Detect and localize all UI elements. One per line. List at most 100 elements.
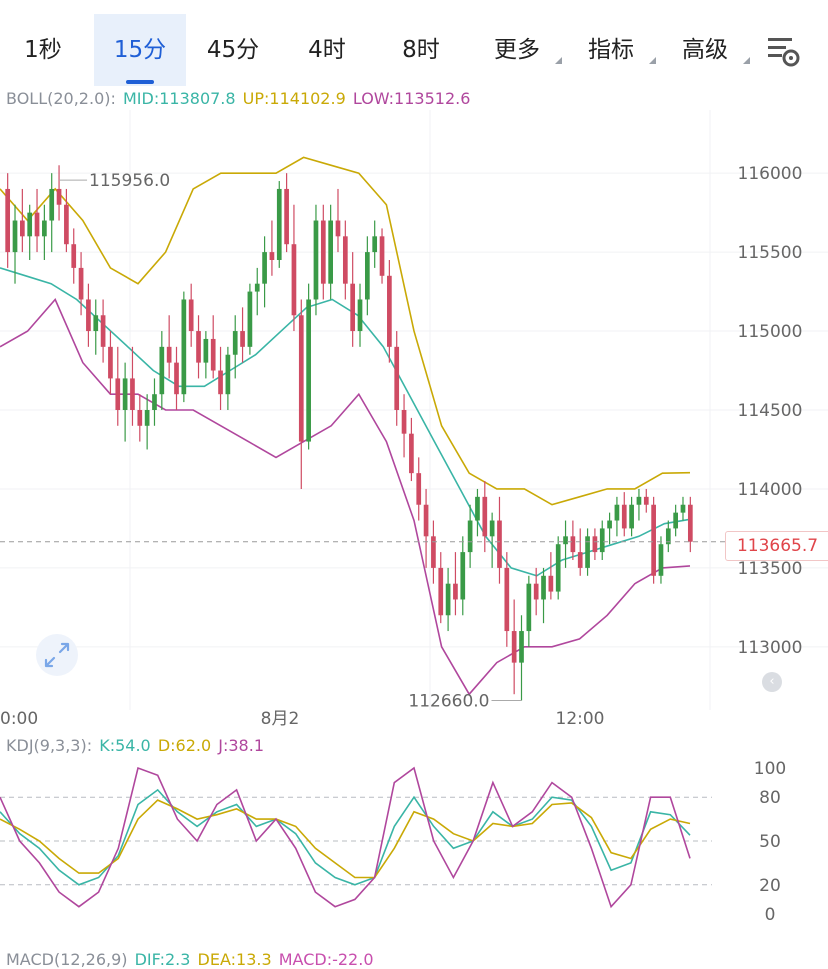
price-tick-label: 114500 [738, 401, 803, 421]
boll-legend: BOLL(20,2.0): MID:113807.8 UP:114102.9 L… [6, 89, 472, 108]
macd-value: MACD:-22.0 [278, 950, 374, 969]
kdj-j: J:38.1 [218, 736, 264, 755]
tab-advanced[interactable]: 高级 [672, 14, 750, 86]
candle-body [365, 252, 370, 300]
kdj-chart[interactable]: 100 80 50 20 0 [0, 754, 828, 944]
kdj-lines [0, 766, 691, 909]
candle-body [210, 338, 216, 371]
candle-body [203, 338, 209, 363]
dropdown-triangle-icon [649, 57, 656, 64]
candle-body [254, 283, 260, 292]
high-marker-label: 115956.0 [89, 171, 170, 191]
tab-45m[interactable]: 45分 [192, 14, 274, 86]
kdj-line-d [0, 799, 691, 879]
candle-body [20, 220, 25, 237]
candle-body [504, 567, 510, 632]
candle-body [313, 220, 319, 300]
candle-body [108, 346, 113, 379]
boll-upper-line [0, 156, 691, 506]
tab-more[interactable]: 更多 [484, 14, 562, 86]
tab-label: 45分 [206, 37, 260, 63]
price-tick-label: 116000 [738, 164, 803, 184]
candle-body [629, 504, 634, 529]
candlesticks [5, 165, 693, 701]
kdj-legend: KDJ(9,3,3): K:54.0 D:62.0 J:38.1 [6, 736, 266, 755]
candle-body [673, 512, 678, 529]
boll-name: BOLL(20,2.0): [6, 89, 116, 108]
candle-body [56, 188, 62, 205]
candle-body [137, 410, 143, 426]
candle-body [482, 496, 488, 537]
time-label: 8月2 [261, 709, 300, 729]
candle-body [159, 346, 165, 395]
candle-body [130, 378, 135, 410]
candle-body [467, 520, 473, 553]
chart-settings-icon[interactable] [764, 32, 808, 72]
candle-body [64, 204, 69, 245]
tab-label: 更多 [494, 37, 540, 63]
candle-body [93, 315, 99, 332]
candle-body [585, 536, 590, 568]
candle-body [100, 315, 106, 347]
price-tick-label: 115000 [738, 322, 803, 342]
candle-body [460, 552, 466, 600]
price-chart[interactable]: 113000 113500 114000 114500 115000 115500 1160… [0, 110, 828, 730]
tab-1s[interactable]: 1秒 [8, 14, 78, 86]
scroll-latest-icon[interactable]: ‹ [762, 672, 782, 692]
kdj-line-j [0, 766, 691, 909]
kdj-axis: 100 80 50 20 0 [754, 759, 786, 925]
macd-dea: DEA:13.3 [197, 950, 272, 969]
boll-up: UP:114102.9 [242, 89, 346, 108]
candle-body [181, 299, 187, 395]
candle-body [188, 299, 194, 332]
candle-body [357, 299, 363, 332]
price-tick-label: 113500 [738, 559, 803, 579]
candle-body [599, 528, 605, 553]
candle-body [34, 212, 40, 237]
candle-body [379, 236, 385, 276]
candle-body [328, 220, 333, 284]
candle-body [680, 504, 686, 513]
kdj-tick-label: 80 [759, 788, 781, 808]
candle-body [607, 520, 612, 529]
candle-body [196, 331, 201, 363]
candle-body [563, 536, 568, 545]
macd-dif: DIF:2.3 [134, 950, 191, 969]
candle-body [445, 583, 451, 616]
candle-body [5, 188, 11, 253]
candle-body [614, 504, 620, 521]
price-tick-label: 115500 [738, 243, 803, 263]
candle-body [372, 236, 378, 253]
time-label: 12:00 [556, 709, 605, 729]
tab-4h[interactable]: 4时 [290, 14, 364, 86]
candle-body [350, 283, 356, 332]
candle-body [122, 378, 128, 410]
candle-body [86, 299, 91, 332]
candle-body [526, 583, 532, 632]
kdj-name: KDJ(9,3,3): [6, 736, 93, 755]
tab-label: 8时 [402, 37, 440, 63]
candle-body [320, 220, 326, 284]
candle-body [298, 315, 304, 442]
tab-15m[interactable]: 15分 [94, 14, 186, 86]
candle-body [548, 575, 554, 592]
low-marker-label: 112660.0 [408, 692, 489, 712]
expand-icon[interactable] [36, 634, 78, 676]
dropdown-triangle-icon [743, 57, 750, 64]
candle-body [643, 496, 649, 505]
tab-label: 指标 [588, 37, 634, 63]
candle-body [115, 378, 121, 410]
kdj-tick-label: 50 [759, 832, 781, 852]
candle-body [592, 536, 598, 553]
candle-body [291, 244, 297, 316]
tab-8h[interactable]: 8时 [384, 14, 458, 86]
tab-indicators[interactable]: 指标 [578, 14, 656, 86]
candle-body [475, 496, 480, 521]
candle-body [665, 528, 671, 545]
candle-body [497, 520, 502, 568]
candle-body [306, 299, 311, 442]
candle-body [453, 583, 458, 600]
candle-body [416, 473, 422, 505]
candle-body [284, 188, 289, 245]
candle-body [152, 394, 157, 410]
